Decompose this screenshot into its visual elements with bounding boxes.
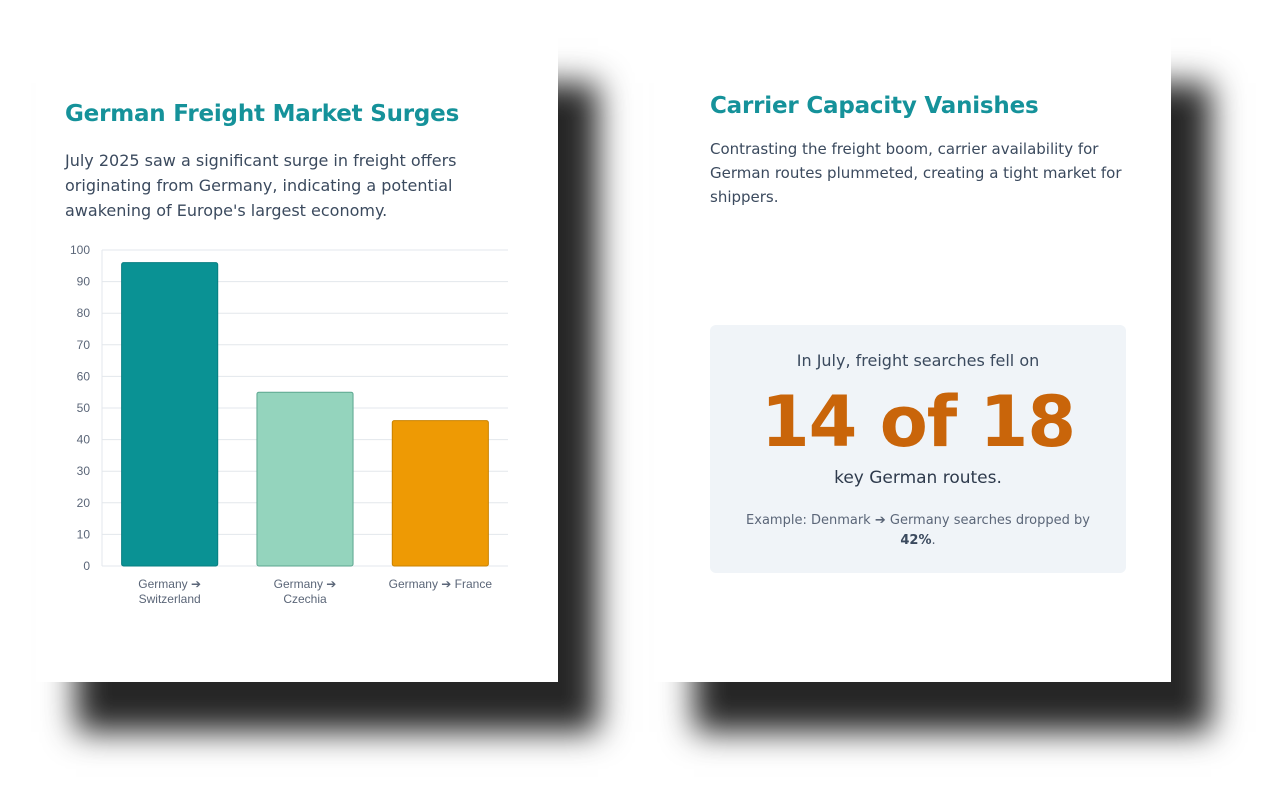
bar [121,262,219,567]
carrier-capacity-card: Carrier Capacity Vanishes Contrasting th… [654,33,1171,682]
y-tick-label: 70 [77,338,91,352]
y-tick-label: 60 [77,369,91,383]
y-tick-label: 80 [77,306,91,320]
stat-note: Example: Denmark ➔ Germany searches drop… [730,511,1106,551]
y-tick-label: 50 [77,401,91,415]
y-tick-label: 30 [77,464,91,478]
card-title: German Freight Market Surges [65,101,460,127]
freight-market-card: German Freight Market Surges July 2025 s… [36,33,558,682]
x-tick-label: Germany ➔ Switzerland [138,577,201,606]
stat-box: In July, freight searches fell on 14 of … [710,325,1126,573]
x-tick-label: Germany ➔ France [389,577,493,591]
card-description: July 2025 saw a significant surge in fre… [65,151,457,220]
x-tick-label: Germany ➔ Czechia [274,577,337,606]
bar-chart: 0 10 20 30 40 50 60 70 80 90 100 Germany ➔ Switzerla… [70,243,508,606]
bar [391,420,489,567]
y-tick-label: 40 [77,433,91,447]
stat-outro: key German routes. [834,468,1002,488]
stat-note-value: 42% [900,533,932,548]
card-title: Carrier Capacity Vanishes [710,93,1039,119]
stat-note-prefix: Example: Denmark ➔ Germany searches drop… [746,513,1090,528]
y-tick-label: 10 [77,527,91,541]
stat-number: 14 of 18 [760,381,1076,463]
y-tick-label: 20 [77,496,91,510]
y-tick-label: 90 [77,275,91,289]
y-tick-label: 100 [70,243,90,257]
y-tick-label: 0 [83,559,90,573]
bar [256,391,354,567]
card-description: Contrasting the freight boom, carrier av… [710,140,1122,206]
stat-note-suffix: . [931,533,936,548]
stat-intro: In July, freight searches fell on [796,351,1040,370]
